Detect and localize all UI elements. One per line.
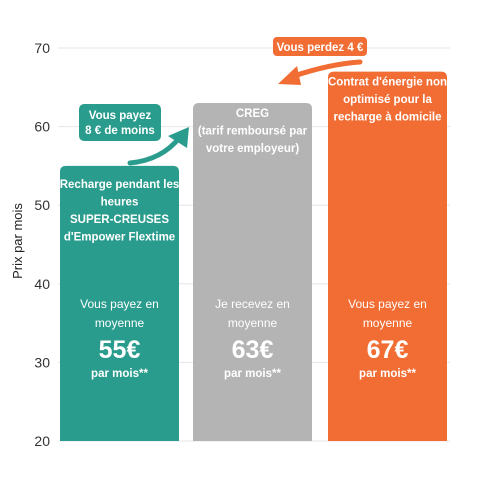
bar-amount: 55€ <box>99 336 141 364</box>
loss-arrow <box>291 59 363 79</box>
bar-text-line: Contrat d'énergie non <box>328 77 447 89</box>
savings-badge-box <box>79 104 161 141</box>
bar-group: Recharge pendant les heures SUPER-CREUSES d… <box>60 165 180 441</box>
bar-text-line: moyenne <box>228 316 278 330</box>
bar-text-line: moyenne <box>363 316 413 330</box>
bar-text-line: recharge à domicile <box>333 112 441 124</box>
bar-group: CREG (tarif remboursé par votre employeur)… <box>193 103 312 442</box>
bar-text-line: votre employeur) <box>206 143 299 155</box>
y-tick-label: 50 <box>34 197 50 213</box>
bar-amount: 63€ <box>232 336 274 364</box>
loss-arrowhead <box>278 66 301 85</box>
bar <box>60 165 179 441</box>
bar <box>193 103 312 442</box>
y-axis: Prix par mois 20 30 40 50 60 70 <box>10 40 50 449</box>
bar-text-line: Recharge pendant les <box>60 179 180 191</box>
bar-text-line: SUPER-CREUSES <box>70 214 169 226</box>
annotations: Vous payez 8 € de moins Vous perdez 4 € <box>79 37 367 166</box>
bar-text-line: (tarif remboursé par <box>198 126 308 138</box>
y-tick-label: 20 <box>34 433 50 449</box>
y-tick-label: 60 <box>34 119 50 135</box>
bar-group: Contrat d'énergie non optimisé pour la rec… <box>328 71 447 441</box>
loss-badge: Vous perdez 4 € <box>273 37 367 85</box>
bar-suffix: par mois** <box>359 368 416 380</box>
bar-text-line: d'Empower Flextime <box>64 231 175 243</box>
bar-suffix: par mois** <box>224 368 281 380</box>
savings-badge-text: 8 € de moins <box>85 125 155 137</box>
bar-amount: 67€ <box>367 336 409 364</box>
savings-badge: Vous payez 8 € de moins <box>79 104 189 166</box>
bar-text-line: heures <box>101 196 139 208</box>
y-tick-label: 30 <box>34 354 50 370</box>
bar-text-line: Je recevez en <box>215 297 290 311</box>
bar <box>328 71 447 441</box>
savings-arrowhead <box>168 127 189 148</box>
y-axis-label: Prix par mois <box>10 203 25 279</box>
bar-text-line: optimisé pour la <box>343 94 432 106</box>
bar-text-line: moyenne <box>95 316 145 330</box>
y-tick-label: 40 <box>34 276 50 292</box>
bar-suffix: par mois** <box>91 368 148 380</box>
savings-badge-text: Vous payez <box>89 110 152 122</box>
bar-text-line: Vous payez en <box>80 297 159 311</box>
bar-text-line: CREG <box>236 108 269 120</box>
loss-badge-text: Vous perdez 4 € <box>277 42 364 54</box>
y-tick-label: 70 <box>34 40 50 56</box>
bars: Recharge pendant les heures SUPER-CREUSES d… <box>60 71 447 442</box>
loss-badge-box <box>273 37 367 56</box>
bar-text-line: Vous payez en <box>348 297 427 311</box>
